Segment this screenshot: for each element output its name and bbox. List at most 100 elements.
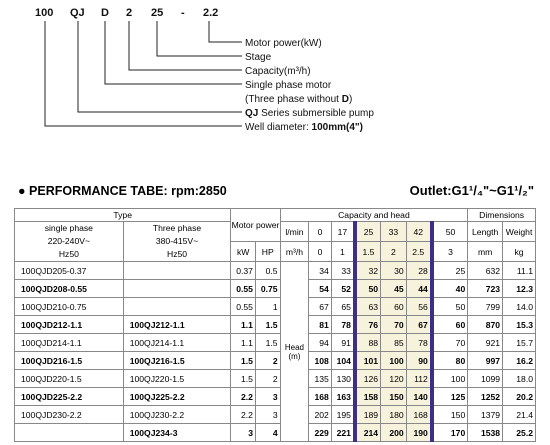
leader-line [44, 21, 242, 127]
legend-label: Capacity(m³/h) [245, 66, 311, 77]
table-row: 100QJD205-0.37 0.37 0.5 Head (m) 34 33 32 30 28 2… [14, 261, 536, 442]
table-cell: 1.1 [230, 315, 256, 334]
header-cell: Type [13, 208, 232, 222]
table-cell: 1.5 [230, 351, 256, 370]
table-cell: 15.3 [502, 315, 536, 334]
table-cell: 81 [308, 315, 332, 334]
table-cell: 100QJD225-2.2 [14, 387, 124, 406]
text-part: ) [349, 94, 352, 105]
header-line: single phase [44, 223, 93, 233]
table-cell: 100QJ220-1.5 [122, 369, 232, 388]
table-cell: 723 [467, 279, 504, 298]
legend-label: Well diameter: 100mm(4") [245, 122, 363, 133]
table-cell: 100QJ225-2.2 [122, 387, 232, 406]
flow-value: 50 [431, 221, 469, 242]
table-cell: 1.5 [254, 333, 281, 352]
table-row: 100QJD208-0.55 0.55 0.75 54 52 50 45 44 40 723 12.… [14, 279, 536, 298]
table-cell: 100 [431, 369, 469, 388]
table-cell: 170 [431, 423, 469, 442]
performance-table: Type Motor power Capacity and head Dimensio… [13, 208, 536, 442]
table-cell: 150 [380, 387, 407, 406]
table-cell: 1538 [467, 423, 504, 442]
header-line: Three phase [152, 223, 202, 233]
leader-line [156, 21, 242, 57]
table-cell: 91 [330, 333, 356, 352]
table-cell: 2.2 [230, 405, 256, 424]
table-cell: 997 [467, 351, 504, 370]
table-cell: 168 [308, 387, 332, 406]
flow-value: 1.5 [352, 241, 382, 262]
table-cell: 0.75 [254, 279, 281, 298]
code-part: 100 [35, 7, 53, 19]
legend-label: (Three phase without D) [245, 94, 352, 105]
table-cell: 100QJD212-1.1 [14, 315, 124, 334]
table-cell: 67 [308, 297, 332, 316]
model-code-diagram: 100 QJ D 2 25 - 2.2 Motor power(kW) Stag… [35, 7, 374, 133]
table-cell: 214 [352, 423, 382, 442]
table-row: 100QJ234-3 3 4 229 221 214 200 190 170 1538 25.2 [14, 423, 536, 442]
table-cell: 168 [405, 405, 434, 424]
table-cell: 16.2 [502, 351, 536, 370]
table-cell: 799 [467, 297, 504, 316]
header-cell: Capacity and head [279, 208, 469, 222]
table-cell: 140 [405, 387, 434, 406]
code-part: - [181, 7, 185, 19]
table-cell: 80 [431, 351, 469, 370]
legend-label: Stage [245, 52, 272, 63]
code-part: 2 [126, 7, 132, 19]
table-cell: 78 [330, 315, 356, 334]
table-cell: 32 [352, 261, 382, 280]
table-body: Type Motor power Capacity and head Dimensio… [13, 208, 536, 442]
flow-value: 2 [380, 241, 407, 262]
table-cell: 2.2 [230, 387, 256, 406]
table-cell: 4 [254, 423, 281, 442]
code-part: D [101, 7, 109, 19]
header-cell: Dimensions [467, 208, 536, 222]
table-cell: 2 [254, 369, 281, 388]
table-cell: 130 [330, 369, 356, 388]
table-cell: 229 [308, 423, 332, 442]
flow-value: 0 [308, 221, 332, 242]
text-part: Well diameter: [245, 122, 312, 133]
table-cell: 60 [431, 315, 469, 334]
table-cell: 221 [330, 423, 356, 442]
table-row: 100QJD225-2.2 100QJ225-2.2 2.2 3 168 163 158 15… [14, 387, 536, 406]
header-cell: kW [230, 241, 256, 262]
table-cell: 25 [431, 261, 469, 280]
table-cell: 100QJD205-0.37 [14, 261, 124, 280]
table-title: ● PERFORMANCE TABE: rpm:2850 [18, 184, 227, 198]
code-part: 2.2 [203, 7, 218, 19]
table-cell: 33 [330, 261, 356, 280]
flow-value: 3 [431, 241, 469, 262]
table-cell: 195 [330, 405, 356, 424]
table-cell [14, 423, 124, 442]
table-row: 100QJD220-1.5 100QJ220-1.5 1.5 2 135 130 126 12… [14, 369, 536, 388]
table-cell: 158 [352, 387, 382, 406]
table-cell: 88 [352, 333, 382, 352]
table-cell: 1.5 [254, 315, 281, 334]
table-cell: 63 [352, 297, 382, 316]
header-cell: Motor power [230, 208, 281, 242]
table-cell: 34 [308, 261, 332, 280]
flow-value: 25 [352, 221, 382, 242]
header-cell: single phase 220-240V~ Hz50 [14, 221, 124, 262]
table-cell: 163 [330, 387, 356, 406]
table-cell: 126 [352, 369, 382, 388]
header-line: Hz50 [166, 249, 188, 259]
table-cell: 0.37 [230, 261, 256, 280]
table-cell: 28 [405, 261, 434, 280]
text-part: QJ [245, 108, 258, 119]
table-row: 100QJD210-0.75 0.55 1 67 65 63 60 56 50 799 14.0 [14, 297, 536, 316]
table-cell: 1252 [467, 387, 504, 406]
table-cell: 54 [308, 279, 332, 298]
table-cell: 20.2 [502, 387, 536, 406]
table-cell: 100QJD214-1.1 [14, 333, 124, 352]
table-row: 100QJD212-1.1 100QJ212-1.1 1.1 1.5 81 78 76 70 6… [14, 315, 536, 334]
table-cell: 870 [467, 315, 504, 334]
table-cell: 135 [308, 369, 332, 388]
table-cell: 90 [405, 351, 434, 370]
table-cell: 52 [330, 279, 356, 298]
table-cell: 12.3 [502, 279, 536, 298]
table-cell: 25.2 [502, 423, 536, 442]
